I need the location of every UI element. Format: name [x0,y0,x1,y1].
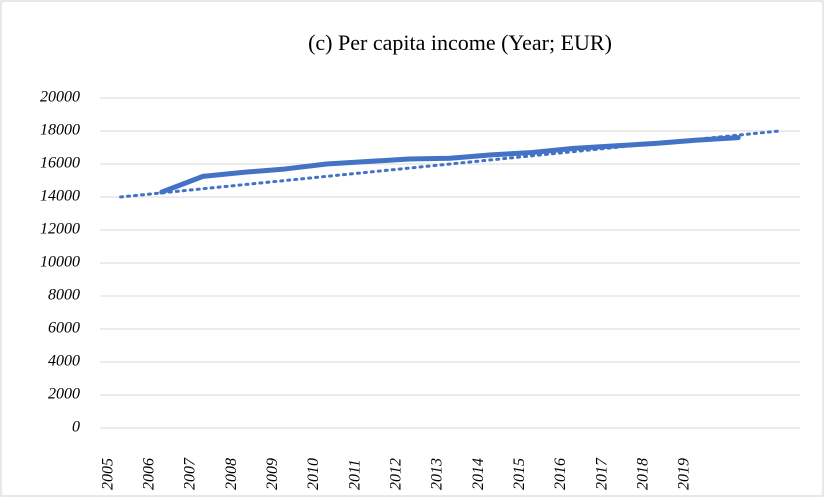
trend-line [119,129,781,199]
x-tick-label: 2006 [140,458,157,490]
x-tick-label: 2009 [264,458,281,490]
x-tick-label: 2005 [99,458,116,490]
x-tick-label: 2015 [511,458,528,490]
y-tick-label: 2000 [48,386,80,403]
x-tick-label: 2016 [552,458,569,490]
y-tick-label: 16000 [40,155,80,172]
x-tick-label: 2007 [182,457,199,490]
y-tick-label: 6000 [48,320,80,337]
chart-title: (c) Per capita income (Year; EUR) [308,30,612,55]
y-tick-label: 8000 [48,287,80,304]
y-tick-label: 14000 [40,188,80,205]
x-tick-label: 2018 [635,458,652,490]
x-tick-label: 2014 [470,458,487,490]
y-tick-label: 18000 [40,122,80,139]
x-tick-label: 2011 [346,459,363,490]
x-tick-label: 2012 [387,458,404,490]
x-tick-label: 2008 [223,458,240,490]
y-tick-label: 20000 [40,89,80,106]
x-tick-label: 2013 [429,458,446,490]
y-tick-label: 0 [72,419,80,436]
y-tick-label: 12000 [40,221,80,238]
x-tick-label: 2010 [305,458,322,490]
y-tick-label: 10000 [40,254,80,271]
y-tick-label: 4000 [48,353,80,370]
x-tick-label: 2017 [593,457,610,490]
x-tick-label: 2019 [676,458,693,490]
